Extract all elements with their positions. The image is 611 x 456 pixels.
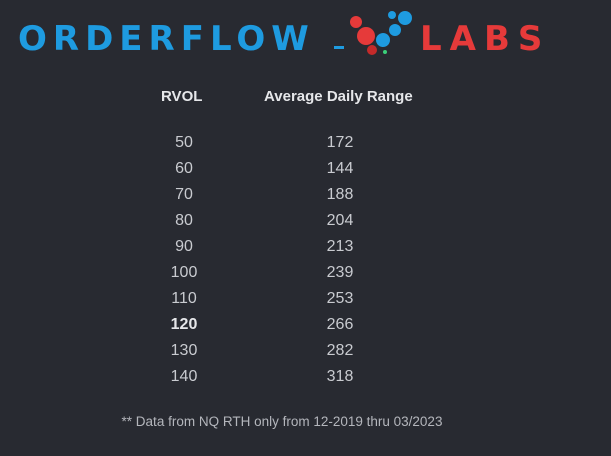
logo-text-orderflow: ORDERFLOW: [18, 19, 315, 59]
rvol-cell: 80: [175, 212, 193, 229]
range-cell: 318: [326, 368, 354, 385]
rvol-cell: 140: [170, 368, 198, 385]
range-cell: 282: [326, 342, 354, 359]
rvol-cell: 130: [170, 342, 198, 359]
column-header-rvol: RVOL: [161, 88, 203, 105]
range-cell: 266: [326, 316, 354, 333]
table-row: 80 204: [0, 210, 611, 236]
logo-text-labs: LABS: [420, 19, 550, 59]
table-row: 90 213: [0, 236, 611, 262]
table-row: 60 144: [0, 158, 611, 184]
rvol-cell: 60: [175, 160, 193, 177]
table-row: 110 253: [0, 288, 611, 314]
orderflow-labs-logo: ORDERFLOW LABS: [18, 11, 550, 59]
rvol-cell: 90: [175, 238, 193, 255]
rvol-cell: 50: [175, 134, 193, 151]
logo-underscore: [334, 46, 344, 49]
table-row: 50 172: [0, 132, 611, 158]
footnote: ** Data from NQ RTH only from 12-2019 th…: [121, 414, 443, 429]
range-cell: 188: [326, 186, 354, 203]
range-cell: 144: [326, 160, 354, 177]
rvol-cell: 100: [170, 264, 198, 281]
table-row: 70 188: [0, 184, 611, 210]
table-row: 140 318: [0, 366, 611, 392]
column-header-average-daily-range: Average Daily Range: [264, 88, 413, 105]
range-cell: 213: [326, 238, 354, 255]
range-cell: 239: [326, 264, 354, 281]
range-cell: 172: [326, 134, 354, 151]
table-row: 130 282: [0, 340, 611, 366]
rvol-cell: 70: [175, 186, 193, 203]
table-header: RVOL Average Daily Range: [0, 88, 611, 108]
rvol-range-table: 50 172 60 144 70 188 80 204 90 213 100 2…: [0, 132, 611, 392]
range-cell: 253: [326, 290, 354, 307]
table-row-highlighted: 120 266: [0, 314, 611, 340]
logo-molecule-icon: [350, 11, 412, 55]
range-cell: 204: [326, 212, 354, 229]
table-row: 100 239: [0, 262, 611, 288]
rvol-cell: 120: [170, 316, 198, 333]
rvol-cell: 110: [171, 290, 197, 307]
